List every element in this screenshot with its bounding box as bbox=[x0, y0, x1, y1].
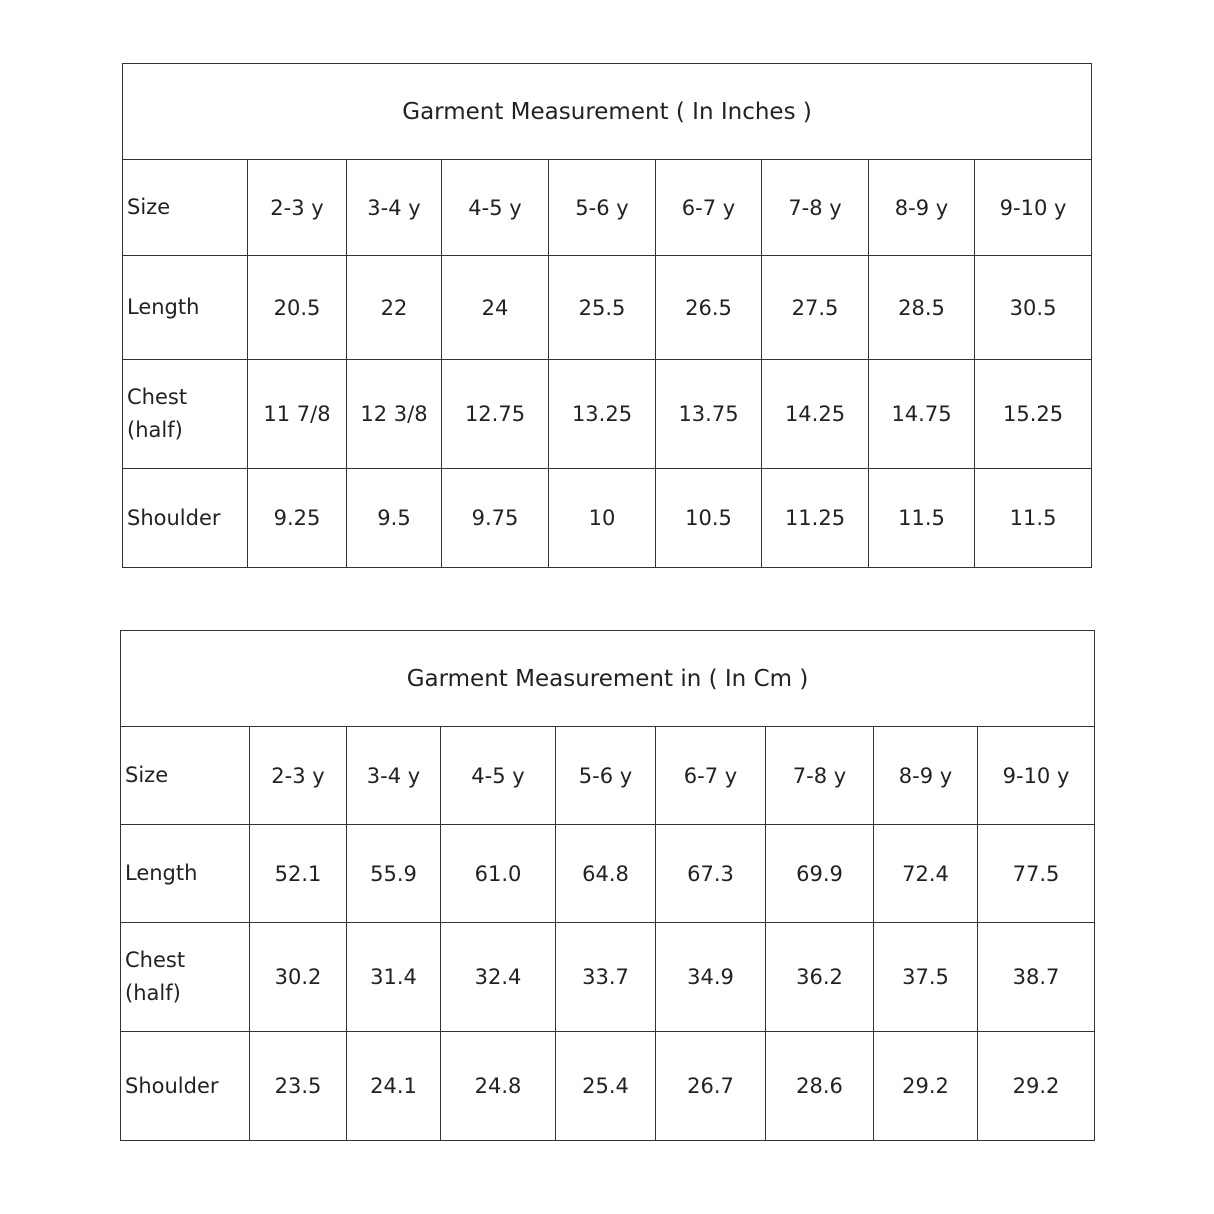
value-cell: 38.7 bbox=[976, 922, 1096, 1032]
value-cell: 25.5 bbox=[548, 255, 656, 360]
value-cell: 10 bbox=[548, 468, 656, 568]
value-cell: 37.5 bbox=[873, 922, 978, 1032]
row-label: Length bbox=[122, 255, 248, 360]
size-cell: 9-10 y bbox=[976, 726, 1096, 825]
row-label: Chest (half) bbox=[122, 359, 248, 469]
value-cell: 26.7 bbox=[655, 1031, 766, 1141]
size-cell: 8-9 y bbox=[868, 159, 975, 256]
inches-measurement-table: Garment Measurement ( In Inches ) Size 2-3… bbox=[121, 63, 1093, 568]
value-cell: 14.75 bbox=[868, 359, 975, 469]
size-cell: 7-8 y bbox=[765, 726, 874, 825]
size-cell: 9-10 y bbox=[973, 159, 1093, 256]
row-label: Size bbox=[122, 159, 248, 256]
value-cell: 72.4 bbox=[873, 824, 978, 923]
value-cell: 61.0 bbox=[440, 824, 556, 923]
table-row: Shoulder 9.25 9.5 9.75 10 10.5 11.25 11.5 11.5 bbox=[122, 468, 1093, 568]
value-cell: 9.75 bbox=[441, 468, 549, 568]
value-cell: 30.2 bbox=[249, 922, 347, 1032]
value-cell: 28.6 bbox=[765, 1031, 874, 1141]
value-cell: 23.5 bbox=[249, 1031, 347, 1141]
value-cell: 22 bbox=[346, 255, 442, 360]
table-row: Chest (half) 11 7/8 12 3/8 12.75 13.25 13.75 1… bbox=[122, 359, 1093, 469]
value-cell: 30.5 bbox=[973, 255, 1093, 360]
table-row: Chest (half) 30.2 31.4 32.4 33.7 34.9 36.2 37.5… bbox=[120, 922, 1096, 1032]
size-cell: 3-4 y bbox=[346, 726, 441, 825]
size-cell: 3-4 y bbox=[346, 159, 442, 256]
value-cell: 34.9 bbox=[655, 922, 766, 1032]
value-cell: 10.5 bbox=[655, 468, 762, 568]
table-row: Shoulder 23.5 24.1 24.8 25.4 26.7 28.6 29.2 29.2 bbox=[120, 1031, 1096, 1141]
value-cell: 29.2 bbox=[976, 1031, 1096, 1141]
row-label: Shoulder bbox=[122, 468, 248, 568]
size-cell: 4-5 y bbox=[441, 159, 549, 256]
value-cell: 24.1 bbox=[346, 1031, 441, 1141]
value-cell: 26.5 bbox=[655, 255, 762, 360]
size-cell: 6-7 y bbox=[655, 159, 762, 256]
value-cell: 24.8 bbox=[440, 1031, 556, 1141]
title-row: Garment Measurement in ( In Cm ) bbox=[119, 630, 1096, 727]
value-cell: 77.5 bbox=[976, 824, 1096, 923]
value-cell: 9.5 bbox=[346, 468, 442, 568]
value-cell: 33.7 bbox=[555, 922, 656, 1032]
value-cell: 12.75 bbox=[441, 359, 549, 469]
table-title: Garment Measurement in ( In Cm ) bbox=[119, 630, 1096, 727]
size-cell: 4-5 y bbox=[440, 726, 556, 825]
table-row: Length 52.1 55.9 61.0 64.8 67.3 69.9 72.4 77.5 bbox=[120, 824, 1096, 923]
row-label: Size bbox=[120, 726, 250, 825]
value-cell: 14.25 bbox=[761, 359, 869, 469]
size-cell: 5-6 y bbox=[555, 726, 656, 825]
value-cell: 52.1 bbox=[249, 824, 347, 923]
title-row: Garment Measurement ( In Inches ) bbox=[121, 63, 1093, 160]
table-row: Length 20.5 22 24 25.5 26.5 27.5 28.5 30.5 bbox=[122, 255, 1093, 360]
value-cell: 27.5 bbox=[761, 255, 869, 360]
value-cell: 11 7/8 bbox=[247, 359, 347, 469]
row-label: Length bbox=[120, 824, 250, 923]
value-cell: 67.3 bbox=[655, 824, 766, 923]
cm-measurement-table: Garment Measurement in ( In Cm ) Size 2-3 … bbox=[119, 630, 1096, 1141]
value-cell: 11.5 bbox=[868, 468, 975, 568]
size-cell: 6-7 y bbox=[655, 726, 766, 825]
size-cell: 8-9 y bbox=[873, 726, 978, 825]
value-cell: 12 3/8 bbox=[346, 359, 442, 469]
value-cell: 28.5 bbox=[868, 255, 975, 360]
value-cell: 24 bbox=[441, 255, 549, 360]
value-cell: 11.5 bbox=[973, 468, 1093, 568]
value-cell: 69.9 bbox=[765, 824, 874, 923]
value-cell: 9.25 bbox=[247, 468, 347, 568]
value-cell: 25.4 bbox=[555, 1031, 656, 1141]
value-cell: 20.5 bbox=[247, 255, 347, 360]
size-cell: 2-3 y bbox=[249, 726, 347, 825]
size-cell: 5-6 y bbox=[548, 159, 656, 256]
size-cell: 2-3 y bbox=[247, 159, 347, 256]
value-cell: 29.2 bbox=[873, 1031, 978, 1141]
table-title: Garment Measurement ( In Inches ) bbox=[121, 63, 1093, 160]
value-cell: 55.9 bbox=[346, 824, 441, 923]
size-cell: 7-8 y bbox=[761, 159, 869, 256]
value-cell: 11.25 bbox=[761, 468, 869, 568]
value-cell: 32.4 bbox=[440, 922, 556, 1032]
value-cell: 36.2 bbox=[765, 922, 874, 1032]
row-label: Chest (half) bbox=[120, 922, 250, 1032]
value-cell: 13.75 bbox=[655, 359, 762, 469]
value-cell: 64.8 bbox=[555, 824, 656, 923]
value-cell: 15.25 bbox=[973, 359, 1093, 469]
value-cell: 31.4 bbox=[346, 922, 441, 1032]
row-label: Shoulder bbox=[120, 1031, 250, 1141]
value-cell: 13.25 bbox=[548, 359, 656, 469]
